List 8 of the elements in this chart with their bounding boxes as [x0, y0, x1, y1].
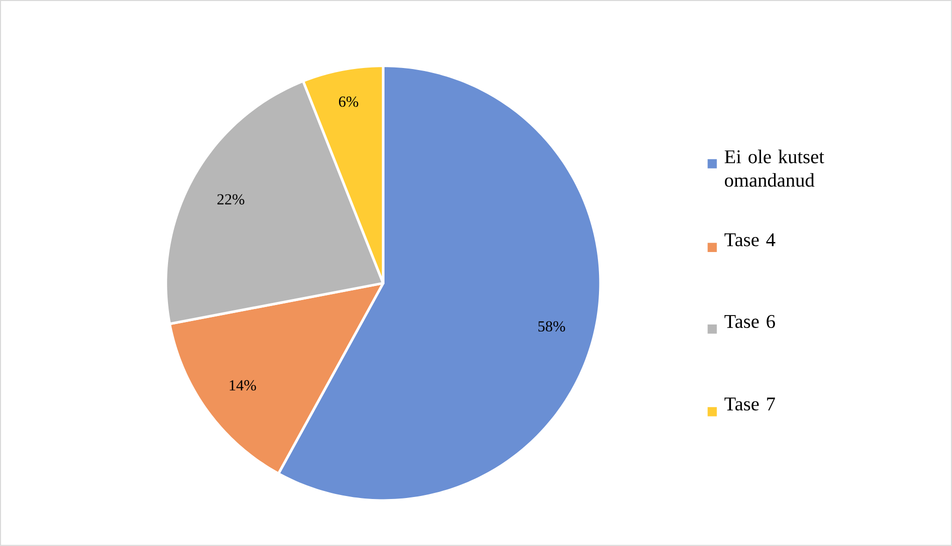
data-label: 58% [538, 321, 566, 332]
legend-label: Ei ole kutset omandanud [724, 150, 824, 187]
data-label: 6% [338, 96, 358, 107]
data-label: 22% [217, 194, 244, 205]
legend-label: Tase 7 [724, 398, 775, 411]
legend-label: Tase 6 [724, 315, 775, 328]
data-label: 14% [230, 380, 256, 391]
legend-label: Tase 4 [724, 233, 776, 246]
